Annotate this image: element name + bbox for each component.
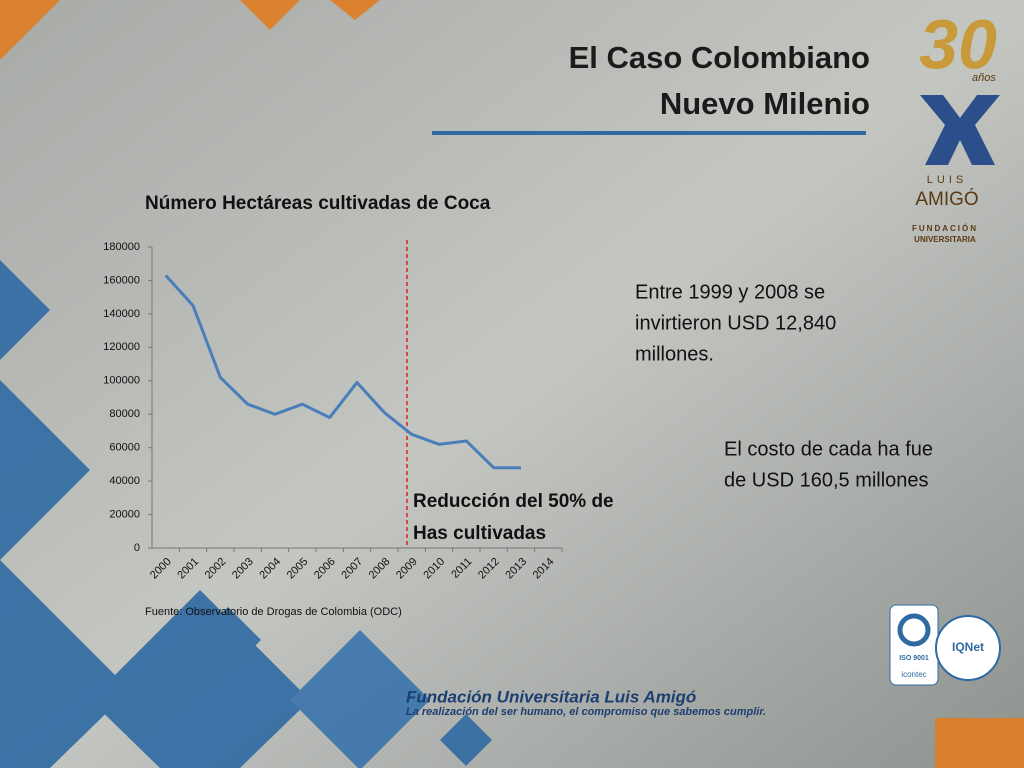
y-tick-label: 60000 (109, 442, 140, 454)
y-tick-label: 40000 (109, 475, 140, 487)
y-tick-label: 100000 (103, 375, 140, 387)
certifications: ISO 9001 icontec IQNet (889, 604, 1001, 686)
footer-name: Fundación Universitaria Luis Amigó (406, 687, 696, 706)
logo-years: 30 (919, 5, 997, 83)
chart: Número Hectáreas cultivadas de Coca Redu… (103, 193, 613, 618)
annotation: Has cultivadas (413, 523, 546, 544)
y-tick-label: 140000 (103, 308, 140, 320)
note: de USD 160,5 millones (724, 469, 929, 491)
footer-motto: La realización del ser humano, el compro… (406, 706, 766, 718)
logo: 30 años LUIS AMIGÓ FUNDACIÓN UNIVERSITAR… (912, 5, 1000, 244)
slide-title: Nuevo Milenio (660, 86, 870, 121)
source: Fuente: Observatorio de Drogas de Colomb… (145, 606, 402, 618)
note: El costo de cada ha fue (724, 438, 933, 460)
cert-label: ISO 9001 (899, 655, 929, 662)
chart-title: Número Hectáreas cultivadas de Coca (145, 193, 491, 214)
cert-label: IQNet (952, 640, 984, 654)
y-tick-label: 120000 (103, 341, 140, 353)
y-tick-label: 80000 (109, 408, 140, 420)
logo-name-top: LUIS (927, 174, 967, 186)
y-tick-label: 20000 (109, 508, 140, 520)
note: Entre 1999 y 2008 se (635, 281, 825, 303)
logo-years-word: años (972, 72, 996, 84)
annotation: Reducción del 50% de (413, 491, 614, 512)
y-tick-label: 160000 (103, 274, 140, 286)
data-line (164, 274, 521, 470)
logo-org: FUNDACIÓN (912, 224, 978, 233)
note: invirtieron USD 12,840 (635, 312, 836, 334)
slide-title: El Caso Colombiano (569, 40, 870, 75)
logo-org: UNIVERSITARIA (914, 235, 976, 244)
y-tick-label: 180000 (103, 241, 140, 253)
cert-label: icontec (901, 670, 926, 679)
y-tick-label: 0 (134, 542, 140, 554)
note: millones. (635, 343, 714, 365)
logo-name: AMIGÓ (915, 188, 978, 210)
